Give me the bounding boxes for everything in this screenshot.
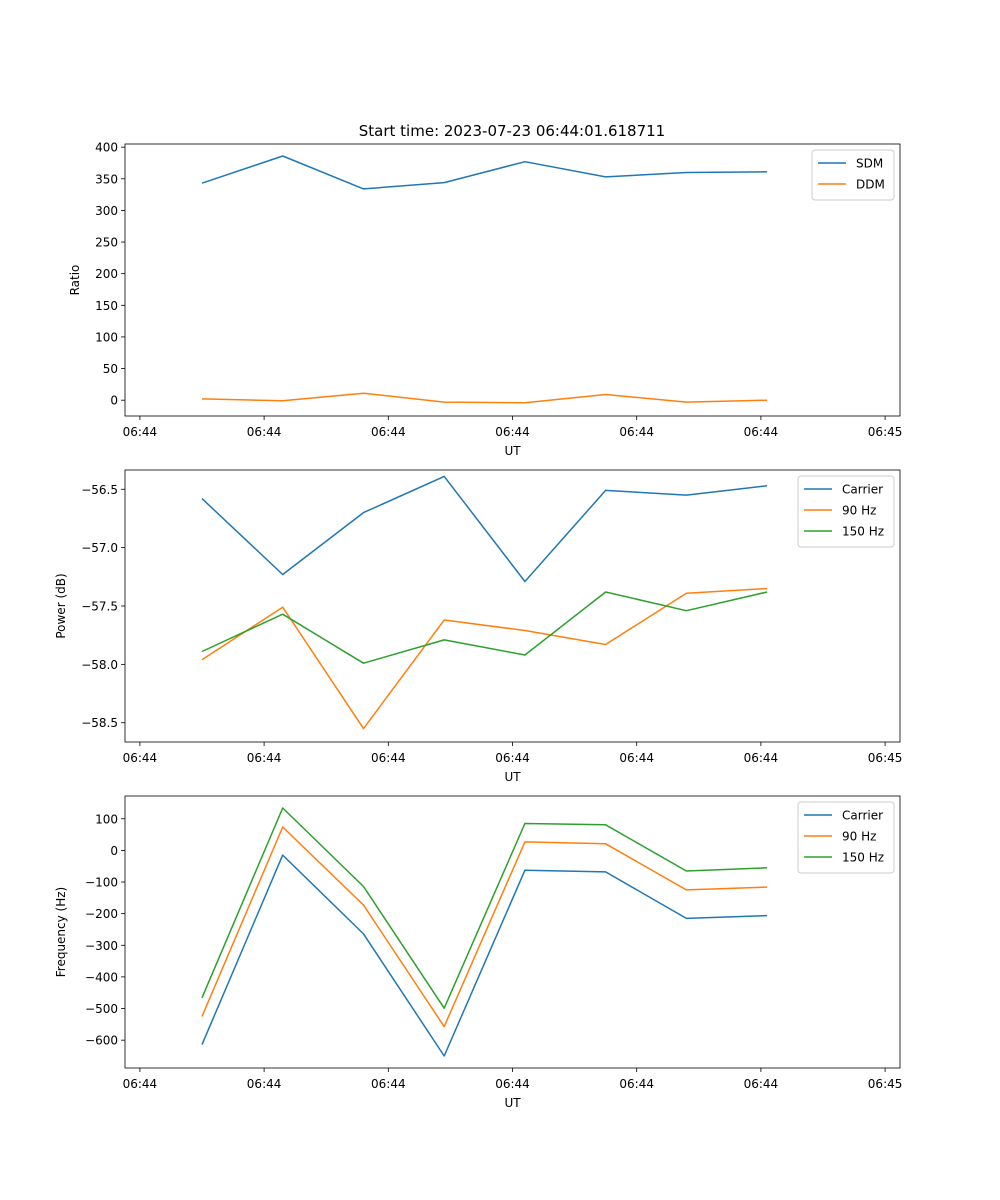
ratio-y-tick-label: 250 xyxy=(95,236,118,250)
frequency-legend-label: Carrier xyxy=(842,809,883,823)
ratio-y-tick-label: 400 xyxy=(95,141,118,155)
power-x-tick-label: 06:44 xyxy=(247,751,282,765)
power-plot: 06:44 06:44 06:44 06:44 06:44 06:44 06:45 −58.5… xyxy=(54,469,903,784)
frequency-y-tick-label: −400 xyxy=(85,970,118,984)
ratio-legend-label: DDM xyxy=(856,178,885,192)
frequency-x-tick-label: 06:44 xyxy=(123,1077,158,1091)
ratio-y-tick-label: 350 xyxy=(95,172,118,186)
power-x-tick-label: 06:44 xyxy=(744,751,779,765)
ratio-y-tick-label: 0 xyxy=(110,394,118,408)
figure-title: Start time: 2023-07-23 06:44:01.618711 xyxy=(359,122,665,140)
frequency-y-tick-label: −600 xyxy=(85,1034,118,1048)
ratio-x-tick-label: 06:44 xyxy=(123,425,158,439)
frequency-series-150-hz xyxy=(201,807,768,1009)
frequency-series-90-hz xyxy=(201,826,768,1028)
frequency-series-carrier xyxy=(201,854,768,1057)
ratio-y-tick-label: 150 xyxy=(95,299,118,313)
ratio-y-tick-label: 50 xyxy=(103,362,118,376)
ratio-x-tick-label: 06:45 xyxy=(868,425,903,439)
power-y-tick-label: −56.5 xyxy=(81,483,118,497)
power-series-carrier xyxy=(201,475,768,583)
ratio-y-axis-label: Ratio xyxy=(68,265,82,296)
frequency-y-tick-label: 0 xyxy=(110,844,118,858)
frequency-y-tick-label: −100 xyxy=(85,876,118,890)
power-y-tick-label: −57.0 xyxy=(81,541,118,555)
frequency-x-tick-label: 06:44 xyxy=(744,1077,779,1091)
power-legend: Carrier 90 Hz 150 Hz xyxy=(797,475,895,548)
frequency-plot: 06:44 06:44 06:44 06:44 06:44 06:44 06:45 −600 −… xyxy=(54,795,903,1110)
ratio-series-ddm xyxy=(201,392,768,404)
power-x-tick-label: 06:45 xyxy=(868,751,903,765)
frequency-x-tick-label: 06:45 xyxy=(868,1077,903,1091)
power-legend-frame xyxy=(797,475,895,548)
frequency-x-tick-label: 06:44 xyxy=(247,1077,282,1091)
ratio-x-tick-label: 06:44 xyxy=(495,425,530,439)
ratio-y-tick-label: 100 xyxy=(95,330,118,344)
frequency-x-tick-label: 06:44 xyxy=(495,1077,530,1091)
ratio-x-tick-label: 06:44 xyxy=(247,425,282,439)
power-x-axis-label: UT xyxy=(504,770,521,784)
power-legend-label: 150 Hz xyxy=(842,525,884,539)
frequency-y-axis-label: Frequency (Hz) xyxy=(54,887,68,978)
frequency-x-axis-label: UT xyxy=(504,1096,521,1110)
ratio-plot: 06:44 06:44 06:44 06:44 06:44 06:44 06:45 0 50 10… xyxy=(68,141,902,458)
power-series-150-hz xyxy=(201,591,768,664)
ratio-legend: SDM DDM xyxy=(811,149,895,201)
power-y-tick-label: −57.5 xyxy=(81,600,118,614)
power-x-tick-label: 06:44 xyxy=(123,751,158,765)
ratio-x-tick-label: 06:44 xyxy=(371,425,406,439)
frequency-x-tick-label: 06:44 xyxy=(371,1077,406,1091)
ratio-y-tick-label: 300 xyxy=(95,204,118,218)
frequency-x-tick-label: 06:44 xyxy=(619,1077,654,1091)
ratio-x-axis-label: UT xyxy=(504,444,521,458)
power-x-tick-label: 06:44 xyxy=(619,751,654,765)
ratio-x-tick-label: 06:44 xyxy=(619,425,654,439)
power-y-axis-label: Power (dB) xyxy=(54,573,68,638)
frequency-y-tick-label: −500 xyxy=(85,1002,118,1016)
power-y-tick-label: −58.5 xyxy=(81,716,118,730)
frequency-legend-label: 90 Hz xyxy=(842,830,876,844)
ratio-x-tick-label: 06:44 xyxy=(744,425,779,439)
frequency-y-tick-label: −300 xyxy=(85,939,118,953)
power-legend-label: Carrier xyxy=(842,483,883,497)
frequency-legend-frame xyxy=(797,801,895,874)
power-legend-label: 90 Hz xyxy=(842,504,876,518)
ratio-y-tick-label: 200 xyxy=(95,267,118,281)
frequency-y-tick-label: −200 xyxy=(85,907,118,921)
ratio-series-sdm xyxy=(201,155,768,190)
frequency-legend-label: 150 Hz xyxy=(842,851,884,865)
power-x-tick-label: 06:44 xyxy=(495,751,530,765)
power-x-tick-label: 06:44 xyxy=(371,751,406,765)
ratio-legend-label: SDM xyxy=(856,157,883,171)
frequency-legend: Carrier 90 Hz 150 Hz xyxy=(797,801,895,874)
power-y-tick-label: −58.0 xyxy=(81,658,118,672)
power-series-90-hz xyxy=(201,587,768,730)
frequency-y-tick-label: 100 xyxy=(95,812,118,826)
